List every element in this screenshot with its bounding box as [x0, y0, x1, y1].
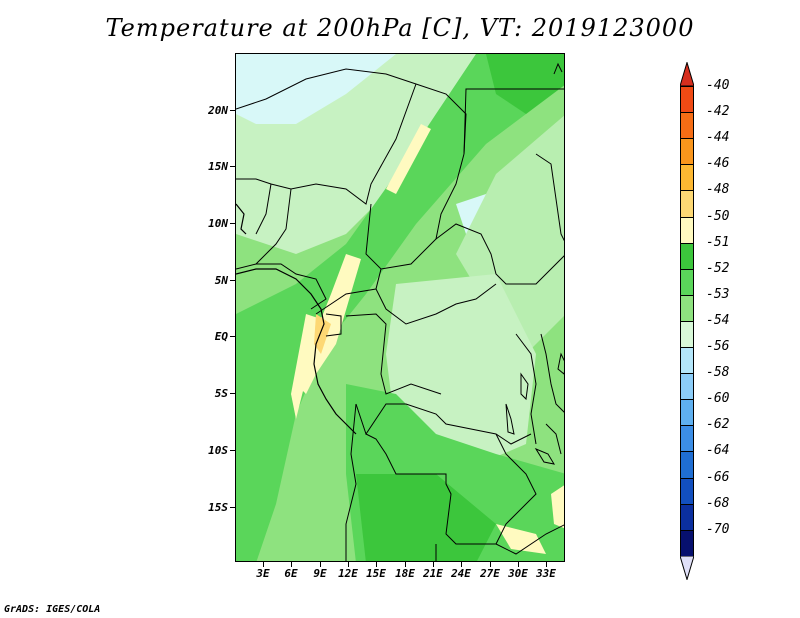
- colorbar-label: -54: [706, 312, 730, 328]
- colorbar-swatch: [680, 294, 694, 322]
- lon-tick: [405, 562, 406, 567]
- lon-tick: [320, 562, 321, 567]
- country-borders: [236, 62, 564, 561]
- lon-tick: [348, 562, 349, 567]
- colorbar-swatch: [680, 138, 694, 166]
- credit-text: GrADS: IGES/COLA: [4, 604, 101, 615]
- lat-tick: [230, 393, 235, 394]
- lat-tick: [230, 450, 235, 451]
- colorbar-bottom-arrow: [680, 555, 694, 580]
- lat-label: 15S: [208, 501, 228, 514]
- lon-tick: [263, 562, 264, 567]
- colorbar-label: -53: [706, 286, 730, 302]
- map-panel: [235, 53, 565, 562]
- colorbar-swatch: [680, 320, 694, 348]
- colorbar-label: -56: [706, 339, 730, 354]
- lon-tick: [291, 562, 292, 567]
- lat-tick: [230, 336, 235, 337]
- colorbar-swatch: [680, 164, 694, 192]
- lon-tick: [433, 562, 434, 567]
- colorbar-label: -70: [706, 521, 730, 537]
- lon-label: 15E: [366, 567, 386, 580]
- colorbar-label: -60: [706, 391, 730, 407]
- temperature-field: [236, 54, 564, 561]
- lat-label: 5N: [214, 274, 228, 287]
- field-orange-spot: [314, 314, 331, 354]
- lat-label: 15N: [208, 160, 228, 173]
- lon-label: 24E: [451, 567, 471, 580]
- colorbar-label: -52: [706, 260, 730, 276]
- colorbar-label: -64: [706, 443, 730, 459]
- colorbar-swatch: [680, 425, 694, 453]
- colorbar-swatch: [680, 216, 694, 244]
- colorbar-swatch: [680, 529, 694, 557]
- chart-title: Temperature at 200hPa [C], VT: 201912300…: [105, 14, 695, 42]
- field-yellow-south: [496, 524, 546, 554]
- lat-label: 20N: [208, 104, 228, 117]
- colorbar-label: -48: [706, 182, 730, 198]
- lon-label: 33E: [536, 567, 556, 580]
- field-yellow-streak-1: [386, 124, 431, 194]
- colorbar-swatch: [680, 399, 694, 427]
- lon-label: 21E: [423, 567, 443, 580]
- colorbar-swatch: [680, 373, 694, 401]
- colorbar-swatch: [680, 503, 694, 531]
- colorbar-label: -42: [706, 104, 730, 120]
- lon-tick: [518, 562, 519, 567]
- lon-tick: [461, 562, 462, 567]
- lon-label: 9E: [313, 567, 327, 580]
- field-darker-ne: [486, 54, 564, 114]
- field-darker-south: [356, 474, 496, 561]
- lat-tick: [230, 166, 235, 167]
- lat-label: EQ: [214, 330, 228, 343]
- field-yellow-streak-3: [291, 314, 321, 419]
- colorbar-swatch: [680, 268, 694, 296]
- colorbar-label: -66: [706, 469, 730, 485]
- colorbar-swatch: [680, 451, 694, 479]
- lat-tick: [230, 280, 235, 281]
- lon-label: 18E: [395, 567, 415, 580]
- field-yellow-se: [551, 485, 564, 529]
- lat-tick: [230, 223, 235, 224]
- colorbar-label: -51: [706, 234, 730, 250]
- lat-label: 5S: [214, 387, 228, 400]
- colorbar-swatch: [680, 242, 694, 270]
- coastline: [236, 203, 357, 435]
- colorbar-label: -68: [706, 495, 730, 511]
- colorbar-top-arrow: [680, 62, 694, 86]
- lon-label: 6E: [284, 567, 298, 580]
- lon-label: 30E: [508, 567, 528, 580]
- colorbar-swatch: [680, 347, 694, 374]
- lat-label: 10S: [208, 444, 228, 457]
- colorbar-label: -40: [706, 78, 730, 93]
- lon-label: 27E: [480, 567, 500, 580]
- colorbar-swatch: [680, 190, 694, 218]
- lat-tick: [230, 110, 235, 111]
- lon-label: 12E: [338, 567, 358, 580]
- colorbar-label: -58: [706, 365, 730, 381]
- colorbar-swatch: [680, 477, 694, 505]
- field-pale-blue: [236, 54, 396, 124]
- lon-tick: [546, 562, 547, 567]
- colorbar-label: -44: [706, 130, 730, 146]
- colorbar-label: -46: [706, 156, 730, 172]
- lat-tick: [230, 507, 235, 508]
- lakes: [505, 352, 564, 465]
- lat-label: 10N: [208, 217, 228, 230]
- lon-label: 3E: [256, 567, 270, 580]
- colorbar-swatch: [680, 112, 694, 140]
- colorbar-label: -62: [706, 417, 730, 433]
- colorbar-label: -50: [706, 208, 730, 224]
- lon-tick: [376, 562, 377, 567]
- colorbar-swatch: [680, 86, 694, 113]
- lon-tick: [490, 562, 491, 567]
